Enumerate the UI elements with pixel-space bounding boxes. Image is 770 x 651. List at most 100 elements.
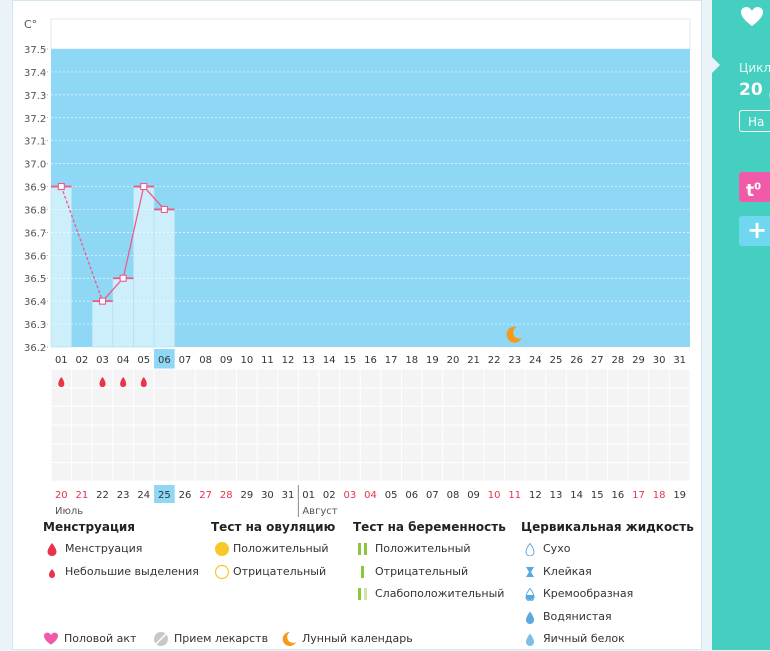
- creamy-drop-icon: [524, 586, 536, 605]
- moon-icon: [506, 326, 522, 343]
- sticky-icon: [524, 564, 536, 583]
- calendar-date-label: 10: [488, 490, 501, 501]
- temperature-bar: [133, 186, 155, 348]
- chart-top-area: [50, 18, 691, 50]
- dry-drop-icon: [524, 541, 536, 560]
- filled-circle-icon: [214, 541, 230, 561]
- y-tick-label: 37.0: [24, 160, 46, 171]
- calendar-date-label: 14: [570, 490, 583, 501]
- calendar-date-label: 29: [240, 490, 253, 501]
- cycle-day-label: 19: [426, 355, 439, 366]
- large-drop-icon: [46, 541, 58, 560]
- cycle-day-label: 21: [467, 355, 480, 366]
- sidebar-pointer: [712, 57, 720, 73]
- calendar-date-label: 09: [467, 490, 480, 501]
- menstruation-drop-icon: [99, 377, 106, 387]
- cycle-day-label: 12: [282, 355, 295, 366]
- legend-item-label: Слабоположительный: [375, 587, 505, 600]
- y-tick-label: 36.4: [24, 297, 46, 308]
- calendar-date-label: 25: [158, 490, 171, 501]
- cycle-day-label: 02: [76, 355, 89, 366]
- cycle-day-label: 15: [344, 355, 357, 366]
- small-drop-icon: [46, 564, 58, 583]
- moon-icon: [281, 631, 297, 651]
- legend-item-label: Положительный: [375, 542, 471, 555]
- temperature-line-segment: [60, 186, 104, 302]
- legend-item-label: Отрицательный: [375, 564, 469, 578]
- calendar-date-label: 05: [385, 490, 398, 501]
- calendar-date-label: 15: [591, 490, 604, 501]
- cycle-day-label: 23: [508, 355, 521, 366]
- sidebar-action-button[interactable]: На: [739, 110, 770, 132]
- calendar-date-label: 26: [179, 490, 192, 501]
- legend-group-title: Менструация: [43, 520, 135, 534]
- empty-circle-icon: [214, 564, 230, 584]
- y-tick-label: 36.5: [24, 274, 46, 285]
- faint-bar-icon: [356, 586, 370, 605]
- cycle-day-label: 27: [591, 355, 604, 366]
- y-tick-label: 37.1: [24, 137, 46, 148]
- menstruation-drop-icon: [120, 377, 127, 387]
- menstruation-drop-icon: [140, 377, 147, 387]
- calendar-date-label: 06: [405, 490, 418, 501]
- legend-item-label: Клейкая: [543, 564, 592, 578]
- cycle-day-label: 25: [550, 355, 563, 366]
- cycle-day-label: 10: [240, 355, 253, 366]
- cycle-day-label: 26: [570, 355, 583, 366]
- temperature-line-segment: [122, 186, 145, 279]
- y-tick-label: 36.2: [24, 343, 46, 354]
- month-label: Июль: [55, 506, 83, 517]
- y-tick-label: 37.3: [24, 91, 46, 102]
- y-tick-label: 37.4: [24, 68, 46, 79]
- cycle-day-label: 30: [653, 355, 666, 366]
- calendar-date-label: 11: [508, 490, 521, 501]
- cycle-day-label: 04: [117, 355, 130, 366]
- cycle-day-label: 08: [199, 355, 212, 366]
- today-date-highlight: [154, 485, 175, 503]
- add-temperature-button[interactable]: t0: [739, 172, 770, 202]
- favorite-heart-icon[interactable]: [739, 6, 765, 28]
- cycle-day-label: 06: [158, 355, 171, 366]
- legend-group-title: Тест на беременность: [353, 520, 506, 534]
- calendar-date-label: 04: [364, 490, 377, 501]
- y-tick-label: 36.9: [24, 183, 46, 194]
- cycle-label: Цикл: [739, 61, 770, 75]
- sidebar: Цикл 20 Д На t0 +: [712, 0, 770, 650]
- cycle-day-label: 31: [673, 355, 686, 366]
- temperature-point: [160, 205, 168, 214]
- legend-group-title: Тест на овуляцию: [211, 520, 336, 534]
- calendar-date-label: 13: [550, 490, 563, 501]
- legend-item-label: Водянистая: [543, 609, 612, 623]
- eggwhite-drop-icon: [524, 631, 536, 650]
- add-entry-button[interactable]: +: [739, 216, 770, 246]
- cycle-day-label: 22: [488, 355, 501, 366]
- calendar-date-label: 24: [137, 490, 150, 501]
- calendar-date-label: 20: [55, 490, 68, 501]
- y-tick-label: 36.6: [24, 251, 46, 262]
- cycle-day-label: 14: [323, 355, 336, 366]
- calendar-date-label: 12: [529, 490, 542, 501]
- calendar-date-label: 01: [302, 490, 315, 501]
- legend-item-label: Яичный белок: [543, 632, 625, 645]
- cycle-day-label: 16: [364, 355, 377, 366]
- calendar-date-label: 19: [673, 490, 686, 501]
- cycle-day-label: 29: [632, 355, 645, 366]
- watery-drop-icon: [524, 609, 536, 628]
- calendar-date-label: 03: [344, 490, 357, 501]
- y-tick-label: 36.8: [24, 205, 46, 216]
- cycle-day-label: 05: [137, 355, 150, 366]
- legend-item-label: Положительный: [233, 542, 329, 555]
- calendar-date-label: 18: [653, 490, 666, 501]
- chart-card: C° 37.5 37.4 37.3 37.2 37.1 37.0 36.9 36.8 36.7 3…: [12, 0, 702, 650]
- y-tick-label: 36.7: [24, 228, 46, 239]
- calendar-date-label: 17: [632, 490, 645, 501]
- temperature-point: [140, 182, 148, 191]
- calendar-date-label: 21: [76, 490, 89, 501]
- legend-bottom-label: Половой акт: [64, 632, 137, 645]
- double-bar-icon: [356, 541, 370, 560]
- heart-icon: [43, 631, 59, 650]
- cycle-day-label: 24: [529, 355, 542, 366]
- cycle-day-label: 09: [220, 355, 233, 366]
- calendar-date-label: 27: [199, 490, 212, 501]
- temperature-point: [57, 182, 65, 191]
